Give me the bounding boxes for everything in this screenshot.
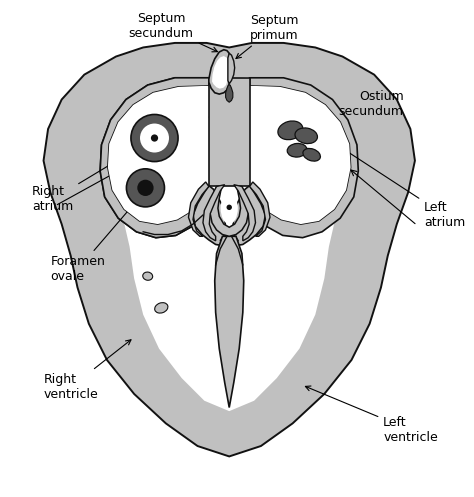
Polygon shape — [203, 185, 225, 241]
Polygon shape — [215, 236, 244, 408]
Text: Right
ventricle: Right ventricle — [44, 340, 131, 401]
Polygon shape — [100, 78, 209, 238]
Ellipse shape — [143, 272, 153, 280]
Circle shape — [127, 169, 164, 207]
Text: Left
atrium: Left atrium — [330, 140, 465, 229]
Polygon shape — [193, 185, 265, 247]
Polygon shape — [108, 86, 209, 224]
Polygon shape — [189, 182, 209, 236]
Polygon shape — [210, 186, 248, 236]
Polygon shape — [250, 86, 351, 224]
Polygon shape — [100, 78, 209, 238]
Text: Ostium
secundum: Ostium secundum — [302, 90, 403, 137]
Polygon shape — [109, 77, 349, 411]
Polygon shape — [226, 85, 233, 102]
Ellipse shape — [220, 192, 238, 224]
Text: Septum
primum: Septum primum — [236, 13, 299, 59]
Circle shape — [151, 134, 158, 142]
Polygon shape — [212, 56, 228, 88]
Ellipse shape — [155, 303, 168, 313]
Text: Septum
secundum: Septum secundum — [129, 12, 218, 52]
Circle shape — [137, 180, 154, 196]
Circle shape — [131, 114, 178, 162]
Text: Foramen
ovale: Foramen ovale — [50, 100, 223, 283]
Circle shape — [227, 205, 232, 210]
Polygon shape — [228, 53, 235, 83]
Ellipse shape — [303, 149, 320, 161]
Ellipse shape — [278, 121, 303, 140]
Ellipse shape — [287, 144, 307, 157]
Polygon shape — [250, 78, 358, 238]
Text: Right
atrium: Right atrium — [32, 140, 151, 213]
Polygon shape — [250, 182, 270, 236]
Polygon shape — [209, 50, 229, 94]
Polygon shape — [44, 43, 415, 456]
Circle shape — [140, 124, 169, 153]
Text: Left
ventricle: Left ventricle — [305, 386, 438, 444]
Polygon shape — [209, 78, 250, 185]
Polygon shape — [234, 185, 255, 241]
Ellipse shape — [295, 128, 318, 144]
